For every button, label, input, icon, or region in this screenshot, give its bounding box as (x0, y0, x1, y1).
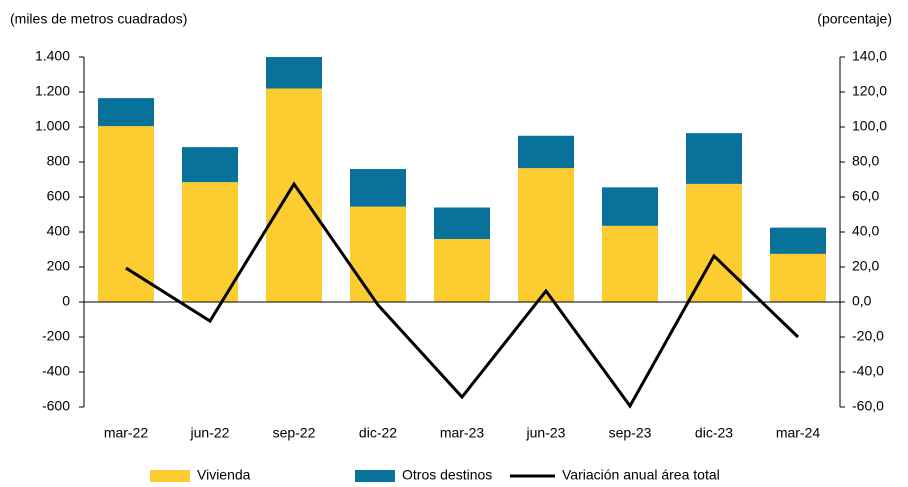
y2-tick-label: -40,0 (852, 363, 884, 379)
y-tick-label: 0 (62, 293, 70, 309)
x-tick-label: mar-23 (440, 425, 485, 441)
x-tick-label: mar-22 (104, 425, 149, 441)
legend-swatch (150, 470, 190, 482)
bar (518, 135, 574, 169)
bar (770, 253, 826, 302)
x-tick-label: sep-23 (609, 425, 652, 441)
line-series (125, 181, 800, 409)
y-tick-label: 400 (47, 223, 71, 239)
y-tick-label: -400 (42, 363, 70, 379)
y2-tick-label: -60,0 (852, 398, 884, 414)
bar (770, 227, 826, 254)
y-tick-label: 1.000 (35, 118, 70, 134)
y-axis-title: (miles de metros cuadrados) (10, 11, 187, 27)
y2-tick-label: 60,0 (852, 188, 879, 204)
bar (686, 183, 742, 302)
x-tick-label: dic-23 (695, 425, 733, 441)
bar (182, 182, 238, 302)
x-tick-label: jun-22 (190, 425, 230, 441)
y-tick-label: -600 (42, 398, 70, 414)
y2-tick-label: 20,0 (852, 258, 879, 274)
bar (602, 225, 658, 302)
legend-swatch (355, 470, 395, 482)
bar (266, 57, 322, 89)
bar (266, 88, 322, 302)
bar (98, 98, 154, 127)
y-tick-label: 600 (47, 188, 71, 204)
bar (518, 168, 574, 302)
y2-tick-label: 120,0 (852, 83, 887, 99)
y2-tick-label: 0,0 (852, 293, 872, 309)
bar (434, 239, 490, 302)
bar (98, 126, 154, 302)
x-tick-label: sep-22 (273, 425, 316, 441)
y2-tick-label: 80,0 (852, 153, 879, 169)
y2-tick-label: 100,0 (852, 118, 887, 134)
y-tick-label: 1.200 (35, 83, 70, 99)
bar (602, 187, 658, 226)
bar (350, 169, 406, 207)
y-tick-label: 800 (47, 153, 71, 169)
bar (350, 206, 406, 302)
y-tick-label: 200 (47, 258, 71, 274)
y-tick-label: 1.400 (35, 48, 70, 64)
bar (182, 147, 238, 183)
legend-label: Vivienda (197, 467, 251, 483)
y-tick-label: -200 (42, 328, 70, 344)
bar (434, 207, 490, 239)
x-tick-label: mar-24 (776, 425, 821, 441)
y2-axis-title: (porcentaje) (817, 11, 892, 27)
y2-tick-label: -20,0 (852, 328, 884, 344)
bar (686, 133, 742, 184)
x-tick-label: dic-22 (359, 425, 397, 441)
legend-label: Otros destinos (402, 467, 492, 483)
x-tick-label: jun-23 (526, 425, 566, 441)
legend-label: Variación anual área total (562, 467, 720, 483)
y2-tick-label: 140,0 (852, 48, 887, 64)
y2-tick-label: 40,0 (852, 223, 879, 239)
